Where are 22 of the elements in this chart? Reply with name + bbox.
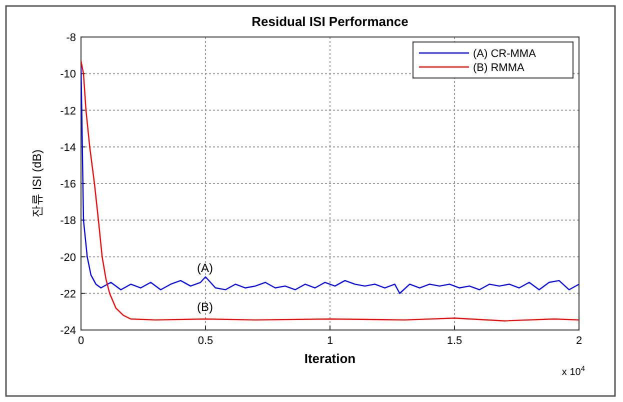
y-tick-label: -14 — [60, 142, 76, 154]
legend-label: (A) CR-MMA — [473, 48, 537, 60]
x-tick-label: 1 — [326, 335, 334, 347]
y-tick-label: -16 — [60, 178, 76, 190]
text: x 10$^{4}$ — [562, 364, 585, 378]
y-tick-label: -24 — [60, 325, 76, 337]
y-tick-label: -22 — [60, 288, 76, 300]
y-tick-label: -20 — [60, 252, 76, 264]
x-tick-label: 1.5 — [446, 335, 462, 347]
y-tick-label: -10 — [60, 68, 76, 81]
y-axis-title: 잔류 ISI (dB) — [30, 149, 44, 218]
x-axis-title: Iteration — [304, 351, 356, 366]
legend-label: (B) RMMA — [473, 62, 525, 74]
y-tick-label: -8 — [66, 32, 76, 44]
annotation: (A) — [197, 261, 213, 275]
y-tick-label: -12 — [60, 105, 76, 118]
y-tick-label: -18 — [60, 215, 76, 228]
x-tick-label: 0 — [78, 335, 84, 347]
chart-title: Residual ISI Performance — [252, 14, 408, 29]
annotation: (B) — [197, 300, 213, 314]
x-tick-label: 0.5 — [198, 335, 214, 347]
x-tick-label: 2 — [576, 335, 582, 347]
